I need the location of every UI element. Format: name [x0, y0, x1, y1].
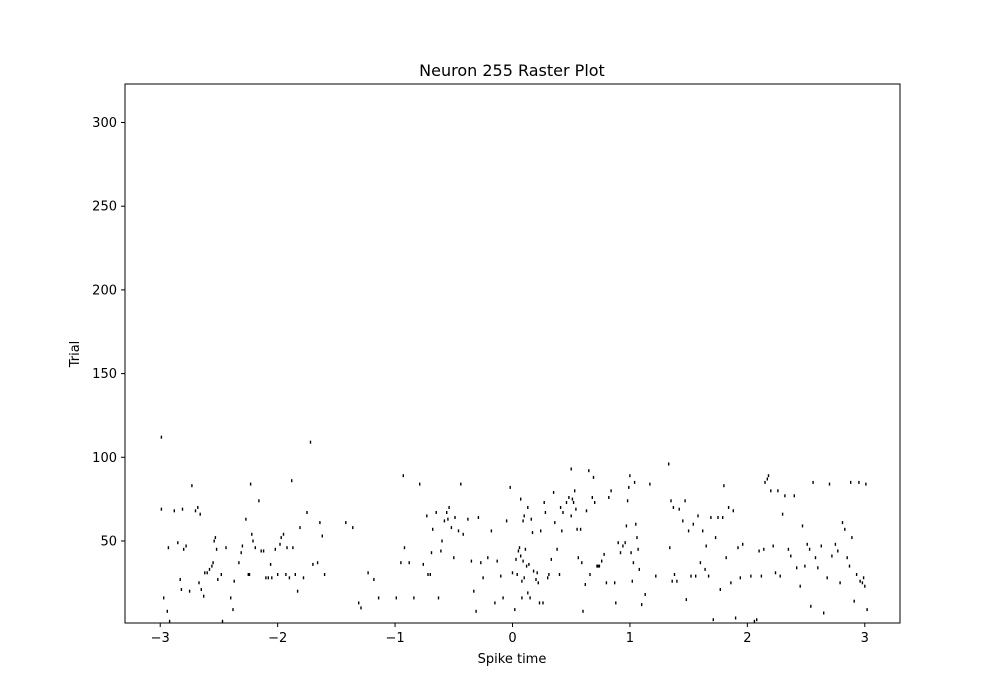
y-tick-label: 250 — [92, 200, 117, 215]
spike-markers — [160, 435, 868, 623]
y-tick-label: 50 — [100, 534, 117, 549]
x-tick-label: −1 — [385, 631, 404, 646]
y-tick-label: 150 — [92, 367, 117, 382]
y-axis-ticks: 50 100 150 200 250 300 — [92, 116, 125, 549]
x-axis-ticks: −3 −2 −1 0 1 2 3 — [151, 623, 869, 646]
x-tick-label: 3 — [861, 631, 869, 646]
y-axis-label: Trial — [68, 341, 83, 369]
y-tick-label: 300 — [92, 116, 117, 131]
chart-title: Neuron 255 Raster Plot — [419, 61, 605, 80]
x-tick-label: −3 — [151, 631, 170, 646]
y-tick-label: 100 — [92, 451, 117, 466]
x-tick-label: −2 — [268, 631, 287, 646]
x-tick-label: 2 — [743, 631, 751, 646]
x-axis-label: Spike time — [478, 652, 547, 667]
y-tick-label: 200 — [92, 283, 117, 298]
x-tick-label: 0 — [508, 631, 516, 646]
x-tick-label: 1 — [626, 631, 634, 646]
